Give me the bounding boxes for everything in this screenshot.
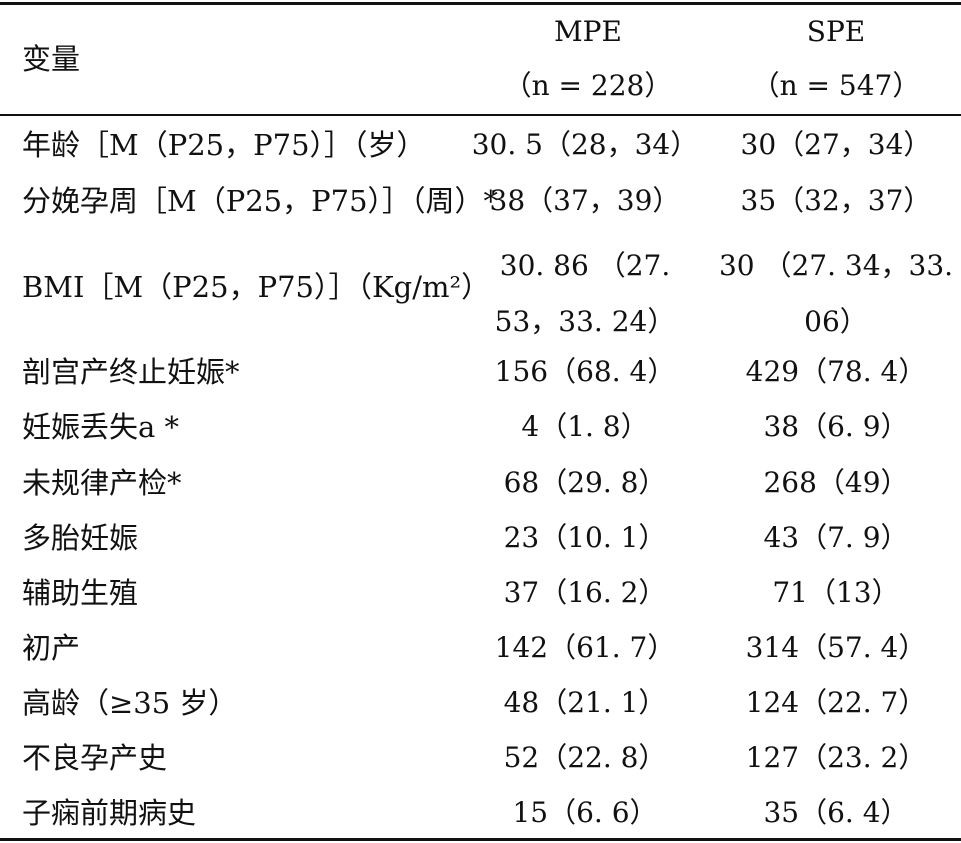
header-rule <box>0 114 961 116</box>
mpe-value: 156（68. 4） <box>494 355 676 388</box>
top-rule <box>0 2 961 5</box>
row-label: 妊娠丢失a * <box>22 410 180 444</box>
spe-value: 71（13） <box>772 576 900 609</box>
mpe-value: 48（21. 1） <box>503 686 667 719</box>
table-row: BMI［M（P25，P75）］（Kg/m²） 30. 86 （27. 53，33… <box>0 232 961 344</box>
mpe-value: 38（37，39） <box>489 184 681 217</box>
spe-value: 35（32，37） <box>740 184 932 217</box>
row-label: 分娩孕周［M（P25，P75）］（周）* <box>22 184 499 218</box>
table-row: 辅助生殖 37（16. 2） 71（13） <box>0 566 961 621</box>
spe-value: 314（57. 4） <box>745 631 927 664</box>
row-label: 剖宫产终止妊娠* <box>22 355 240 389</box>
mpe-value: 30. 5（28，34） <box>471 128 699 161</box>
table-row: 分娩孕周［M（P25，P75）］（周）* 38（37，39） 35（32，37） <box>0 174 961 229</box>
table-row: 年龄［M（P25，P75）］（岁） 30. 5（28，34） 30（27，34） <box>0 118 961 173</box>
table-row: 初产 142（61. 7） 314（57. 4） <box>0 621 961 676</box>
table-row: 子痫前期病史 15（6. 6） 35（6. 4） <box>0 786 961 841</box>
table-row: 妊娠丢失a * 4（1. 8） 38（6. 9） <box>0 400 961 455</box>
row-label: 年龄［M（P25，P75）］（岁） <box>22 128 426 162</box>
spe-value: 429（78. 4） <box>745 355 927 388</box>
mpe-value: 4（1. 8） <box>521 410 649 443</box>
table-row: 多胎妊娠 23（10. 1） 43（7. 9） <box>0 511 961 566</box>
row-label: 辅助生殖 <box>22 576 139 610</box>
row-label: 子痫前期病史 <box>22 796 197 830</box>
table-row: 未规律产检* 68（29. 8） 268（49） <box>0 456 961 511</box>
mpe-value: 37（16. 2） <box>503 576 667 609</box>
spe-value: 268（49） <box>763 466 909 499</box>
spe-value: 124（22. 7） <box>745 686 927 719</box>
mpe-value: 68（29. 8） <box>503 466 667 499</box>
bottom-rule <box>0 838 961 841</box>
row-label: 不良孕产史 <box>22 741 168 775</box>
mpe-header: MPE <box>554 15 622 48</box>
table-row: 不良孕产史 52（22. 8） 127（23. 2） <box>0 731 961 786</box>
table-row: 剖宫产终止妊娠* 156（68. 4） 429（78. 4） <box>0 345 961 400</box>
row-label: 初产 <box>22 631 81 665</box>
variable-header: 变量 <box>22 42 81 76</box>
spe-value: 30（27，34） <box>740 128 932 161</box>
mpe-value: 52（22. 8） <box>503 741 667 774</box>
row-label: BMI［M（P25，P75）］（Kg/m²） <box>22 270 491 304</box>
row-label: 高龄（≥35 岁） <box>22 686 238 720</box>
spe-value: 127（23. 2） <box>745 741 927 774</box>
mpe-value: 30. 86 （27. 53，33. 24） <box>494 249 676 338</box>
spe-value: 38（6. 9） <box>763 410 909 443</box>
mpe-value: 15（6. 6） <box>512 796 658 829</box>
mpe-value: 23（10. 1） <box>503 521 667 554</box>
spe-value: 30 （27. 34，33. 06） <box>718 249 954 338</box>
table-row: 高龄（≥35 岁） 48（21. 1） 124（22. 7） <box>0 676 961 731</box>
row-label: 未规律产检* <box>22 466 182 500</box>
row-label: 多胎妊娠 <box>22 521 139 555</box>
spe-value: 43（7. 9） <box>763 521 909 554</box>
spe-header: SPE <box>806 15 866 48</box>
spe-value: 35（6. 4） <box>763 796 909 829</box>
mpe-value: 142（61. 7） <box>494 631 676 664</box>
spe-n: （n = 547） <box>751 69 921 102</box>
mpe-n: （n = 228） <box>503 69 673 102</box>
